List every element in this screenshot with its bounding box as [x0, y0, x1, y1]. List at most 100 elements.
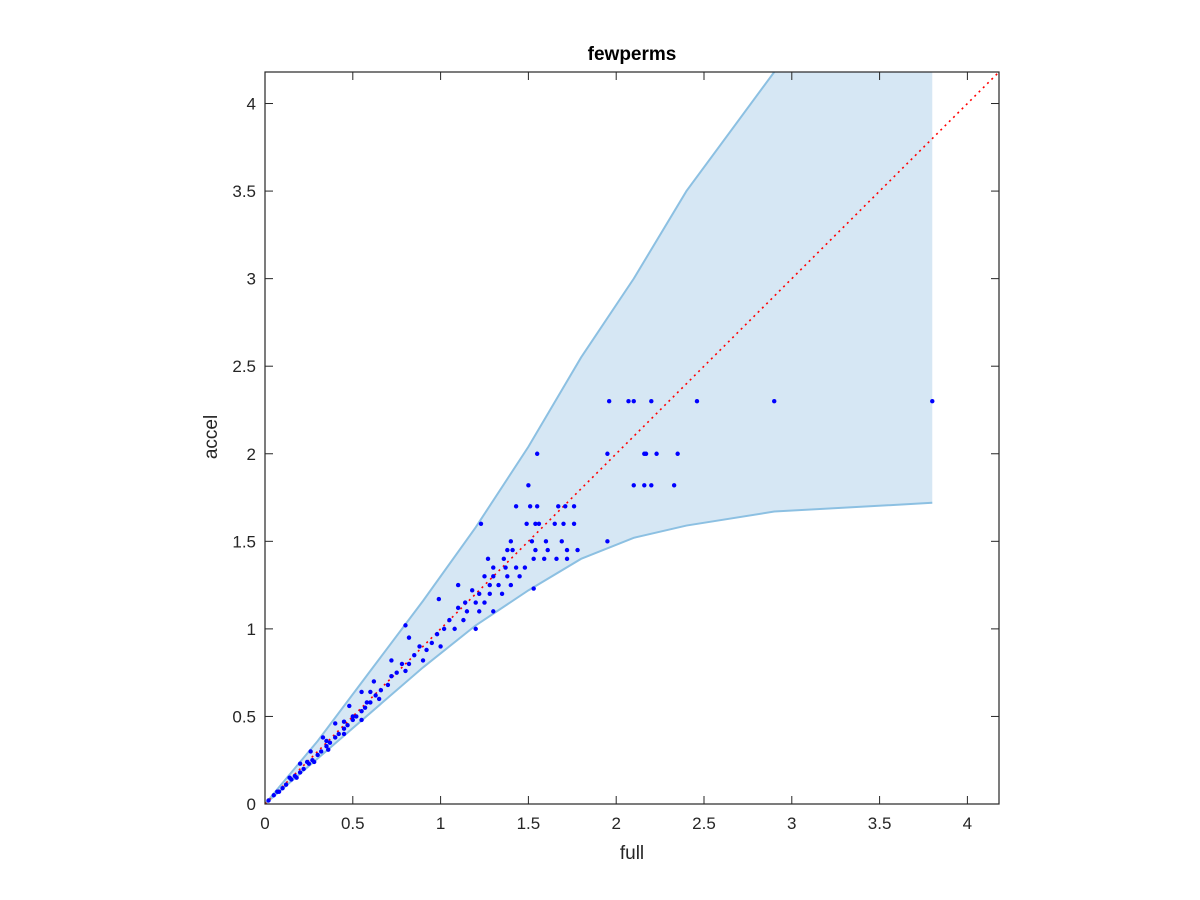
data-point — [505, 574, 510, 579]
data-point — [350, 714, 355, 719]
data-point — [571, 504, 577, 509]
data-point — [362, 705, 368, 710]
data-point — [517, 574, 522, 579]
data-point — [455, 582, 461, 588]
data-point — [276, 789, 282, 794]
x-tick-label: 3 — [787, 814, 796, 833]
data-point — [510, 547, 515, 553]
x-tick-label: 2 — [611, 814, 620, 833]
data-point — [485, 556, 491, 562]
data-point — [491, 565, 496, 570]
data-point — [462, 600, 468, 605]
data-point — [436, 596, 442, 602]
data-point — [559, 539, 564, 544]
data-point — [649, 483, 654, 488]
data-point — [271, 793, 276, 798]
data-point — [508, 539, 514, 544]
data-point — [318, 749, 324, 754]
data-point — [631, 399, 636, 404]
data-point — [649, 399, 654, 404]
data-point — [631, 483, 636, 488]
data-point — [359, 717, 364, 723]
data-point — [341, 719, 347, 724]
data-point — [359, 689, 364, 695]
data-point — [556, 504, 561, 509]
data-point — [491, 574, 496, 579]
data-point — [461, 617, 466, 623]
data-point — [487, 591, 492, 597]
data-point — [533, 521, 538, 527]
data-point — [368, 700, 373, 705]
data-point — [487, 582, 492, 588]
data-point — [491, 609, 496, 614]
data-point — [464, 609, 470, 614]
data-point — [513, 565, 519, 570]
data-point — [470, 588, 475, 593]
data-point — [671, 483, 677, 488]
data-point — [297, 770, 303, 775]
data-point — [552, 521, 557, 527]
data-point — [534, 504, 540, 509]
data-point — [534, 451, 540, 456]
data-point — [283, 782, 289, 787]
data-point — [477, 591, 482, 597]
data-point — [543, 539, 549, 544]
data-point — [513, 504, 519, 509]
data-point — [473, 600, 478, 605]
data-point — [654, 451, 659, 456]
data-point — [406, 635, 412, 640]
data-point — [385, 682, 391, 688]
y-tick-label: 0.5 — [232, 707, 256, 726]
x-tick-label: 1 — [436, 814, 445, 833]
data-point — [371, 679, 377, 684]
data-point — [527, 504, 533, 509]
data-point — [675, 451, 680, 456]
data-point — [455, 605, 461, 611]
data-point — [341, 731, 347, 737]
data-point — [389, 673, 394, 679]
y-tick-label: 3 — [247, 270, 256, 289]
data-point — [294, 775, 299, 780]
y-tick-label: 1 — [247, 620, 256, 639]
data-point — [441, 626, 447, 632]
data-point — [477, 609, 482, 614]
data-point — [642, 451, 647, 456]
data-point — [280, 786, 285, 791]
data-point — [373, 693, 378, 698]
data-point — [503, 565, 508, 570]
data-point — [347, 703, 352, 709]
data-point — [605, 539, 610, 544]
data-point — [531, 556, 536, 562]
x-tick-label: 2.5 — [692, 814, 716, 833]
data-point — [501, 556, 507, 562]
data-point — [508, 582, 514, 588]
data-point — [350, 717, 355, 723]
data-point — [545, 547, 550, 553]
data-point — [359, 708, 364, 714]
confidence-band-fill — [265, 72, 933, 804]
data-point — [536, 521, 542, 527]
data-point — [605, 451, 610, 456]
data-point — [554, 556, 559, 562]
plot-content — [265, 72, 999, 804]
data-point — [524, 521, 529, 527]
data-point — [496, 582, 501, 588]
plot-area: 0 0.5 1 1.5 2 2.5 3 3.5 4 0 0.5 1 1.5 2 2.5 3 3.5 4 — [232, 71, 1000, 833]
x-tick-label: 3.5 — [868, 814, 892, 833]
data-point — [571, 521, 577, 527]
data-point — [345, 722, 350, 728]
y-tick-label: 2.5 — [232, 357, 256, 376]
data-point — [378, 687, 384, 693]
data-point — [311, 759, 317, 765]
data-point — [606, 399, 612, 404]
axes-box — [264, 71, 1000, 805]
data-point — [542, 556, 547, 562]
data-point — [642, 483, 647, 488]
data-point — [304, 759, 310, 765]
data-point — [403, 668, 408, 674]
data-point — [452, 626, 457, 632]
data-point — [315, 752, 320, 758]
y-tick-label: 2 — [247, 445, 256, 464]
x-tick-label: 0.5 — [341, 814, 365, 833]
y-tick-label: 4 — [247, 95, 256, 114]
